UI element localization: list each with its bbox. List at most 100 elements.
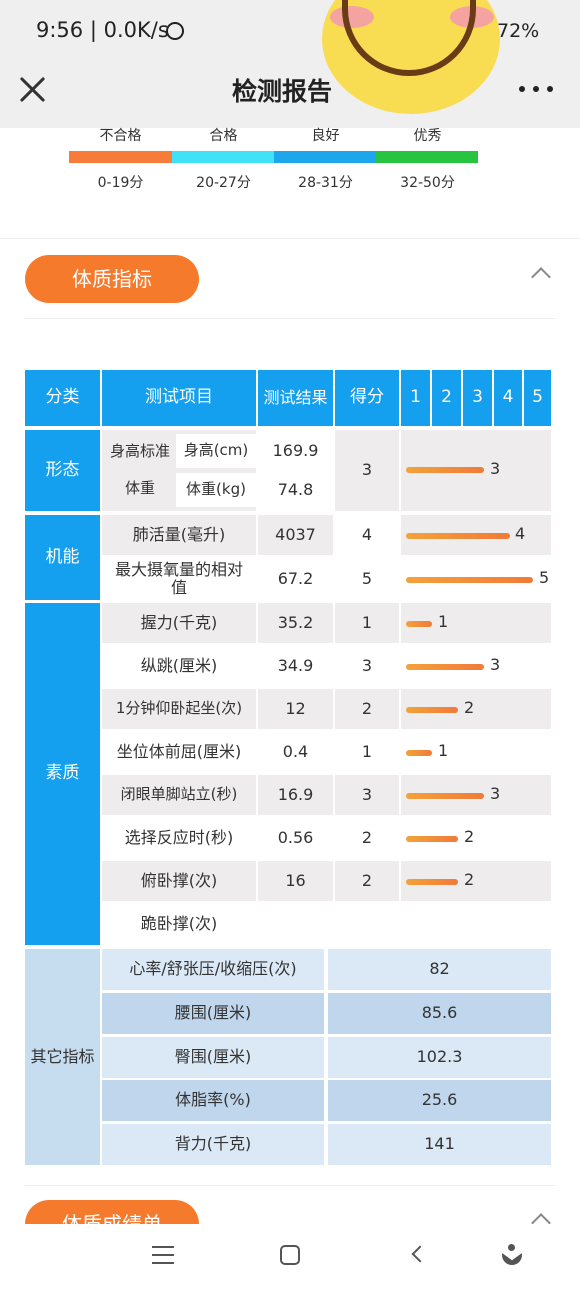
result-vo2max: 67.2	[258, 558, 333, 600]
score-bar	[406, 533, 510, 539]
value-body-fat: 25.6	[328, 1080, 551, 1121]
score-bar-label: 5	[539, 568, 550, 587]
header-level: 3	[463, 370, 492, 426]
status-time: 9:56 | 0.0K/s	[36, 18, 169, 42]
assistant-icon[interactable]	[500, 1244, 524, 1268]
item-balance: 闭眼单脚站立(秒)	[102, 775, 256, 815]
section-physique-button[interactable]: 体质指标	[25, 255, 199, 303]
score-xingtai: 3	[335, 430, 399, 511]
alarm-icon	[166, 22, 184, 40]
score-vital-capacity: 4	[335, 515, 399, 555]
header-score: 得分	[335, 370, 399, 426]
item-body-fat: 体脂率(%)	[102, 1080, 324, 1121]
legend-bar-pass	[172, 151, 274, 163]
score-bar-label: 2	[464, 698, 475, 717]
header-item: 测试项目	[102, 370, 256, 426]
result-reaction: 0.56	[258, 818, 333, 858]
score-bar-label: 1	[438, 612, 449, 631]
category-jineng: 机能	[25, 515, 100, 600]
score-bar	[406, 793, 484, 799]
divider	[25, 1185, 555, 1186]
table-cell-bg	[401, 904, 551, 945]
result-grip: 35.2	[258, 603, 333, 643]
category-other: 其它指标	[25, 949, 100, 1165]
result-height: 169.9	[258, 434, 333, 468]
score-jump: 3	[335, 646, 399, 686]
legend-bar-fail	[69, 151, 172, 163]
chevron-up-icon[interactable]	[531, 267, 551, 287]
item-reaction: 选择反应时(秒)	[102, 818, 256, 858]
item-hip: 臀围(厘米)	[102, 1037, 324, 1078]
legend-range: 0-19分	[97, 175, 144, 191]
score-bar-label: 3	[490, 655, 501, 674]
value-waist: 85.6	[328, 993, 551, 1034]
value-heart-rate: 82	[328, 949, 551, 990]
item-sit-reach: 坐位体前屈(厘米)	[102, 732, 256, 772]
score-bar-label: 1	[438, 741, 449, 760]
item-height-group: 身高标准	[109, 442, 170, 461]
item-situps: 1分钟仰卧起坐(次)	[102, 689, 256, 729]
legend-label: 合格	[209, 128, 238, 144]
category-xingtai: 形态	[25, 430, 100, 511]
score-bar-label: 3	[490, 459, 501, 478]
result-knee-pushups	[258, 904, 333, 945]
more-icon[interactable]	[519, 86, 553, 92]
score-bar	[406, 750, 432, 756]
score-bar	[406, 879, 458, 885]
item-weight-group: 体重	[124, 479, 155, 498]
result-pushups: 16	[258, 861, 333, 901]
score-bar-label: 4	[515, 524, 526, 543]
score-vo2max: 5	[335, 558, 399, 600]
score-knee-pushups	[335, 904, 399, 945]
legend-range: 20-27分	[196, 175, 251, 191]
score-situps: 2	[335, 689, 399, 729]
category-suzhi: 素质	[25, 603, 100, 945]
header-result: 测试结果	[258, 370, 333, 426]
header-category: 分类	[25, 370, 100, 426]
result-situps: 12	[258, 689, 333, 729]
score-grip: 1	[335, 603, 399, 643]
page-title: 检测报告	[232, 77, 333, 106]
legend-range: 28-31分	[298, 175, 353, 191]
item-vo2max: 最大摄氧量的相对值	[102, 558, 256, 600]
legend-label: 优秀	[413, 128, 442, 144]
legend-bar-good	[274, 151, 376, 163]
close-icon[interactable]	[18, 75, 48, 105]
item-vital-capacity: 肺活量(毫升)	[102, 515, 256, 555]
score-bar-label: 3	[490, 784, 501, 803]
score-bar	[406, 467, 484, 473]
legend-label: 良好	[311, 128, 340, 144]
score-bar	[406, 664, 484, 670]
result-sit-reach: 0.4	[258, 732, 333, 772]
score-bar	[406, 577, 533, 583]
score-bar-label: 2	[464, 870, 475, 889]
legend-range: 32-50分	[400, 175, 455, 191]
divider	[0, 238, 580, 239]
header-level: 1	[401, 370, 430, 426]
score-pushups: 2	[335, 861, 399, 901]
item-height: 身高(cm)	[176, 434, 256, 468]
result-weight: 74.8	[258, 473, 333, 507]
score-balance: 3	[335, 775, 399, 815]
result-jump: 34.9	[258, 646, 333, 686]
divider	[25, 318, 555, 319]
legend-label: 不合格	[99, 128, 142, 144]
item-weight: 体重(kg)	[176, 473, 256, 507]
score-reaction: 2	[335, 818, 399, 858]
score-bar-label: 2	[464, 827, 475, 846]
score-bar	[406, 836, 458, 842]
home-icon[interactable]	[280, 1245, 300, 1265]
score-bar	[406, 621, 432, 627]
battery-level: 72%	[497, 20, 540, 42]
item-back-strength: 背力(千克)	[102, 1124, 324, 1165]
item-heart-rate: 心率/舒张压/收缩压(次)	[102, 949, 324, 990]
result-vital-capacity: 4037	[258, 515, 333, 555]
header-level: 5	[524, 370, 551, 426]
score-sit-reach: 1	[335, 732, 399, 772]
item-waist: 腰围(厘米)	[102, 993, 324, 1034]
item-knee-pushups: 跪卧撑(次)	[102, 904, 256, 945]
value-back-strength: 141	[328, 1124, 551, 1165]
item-pushups: 俯卧撑(次)	[102, 861, 256, 901]
menu-icon[interactable]	[152, 1246, 174, 1264]
value-hip: 102.3	[328, 1037, 551, 1078]
